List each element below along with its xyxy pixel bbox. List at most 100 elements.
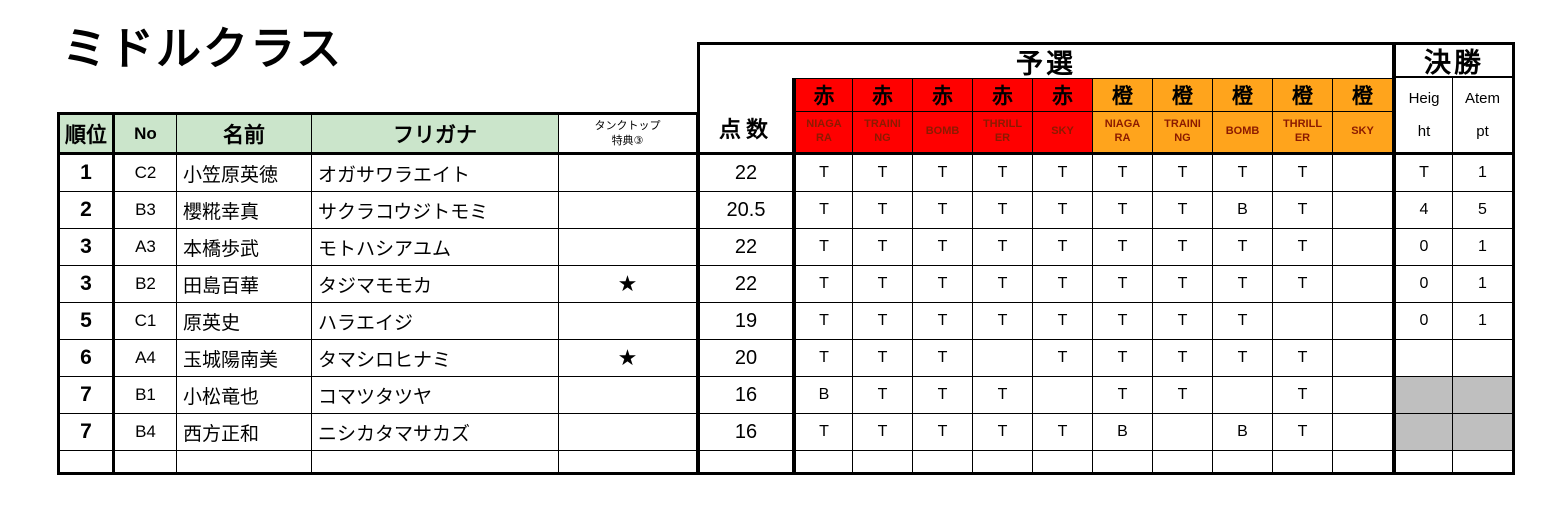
- cell-attempt: 5: [1453, 192, 1515, 229]
- header-orange-niagara: NIAGA RA: [1093, 112, 1153, 155]
- cell-orange-thriller: [1273, 303, 1333, 340]
- cell-red-thriller: T: [973, 192, 1033, 229]
- cell-score: 16: [697, 377, 793, 414]
- cell-score: 16: [697, 414, 793, 451]
- cell-red-bomb: T: [913, 192, 973, 229]
- cell-name: 櫻糀幸真: [177, 192, 312, 229]
- cell-height: 0: [1393, 266, 1453, 303]
- cell-red-thriller: [973, 451, 1033, 475]
- cell-red-training: [853, 451, 913, 475]
- cell-furigana: サクラコウジトモミ: [312, 192, 559, 229]
- header-orange: 橙: [1273, 78, 1333, 112]
- header-score: 点数: [697, 78, 793, 155]
- cell-orange-bomb: T: [1213, 155, 1273, 192]
- cell-red-niagara: T: [793, 340, 853, 377]
- cell-orange-training: [1153, 414, 1213, 451]
- cell-attempt: [1453, 414, 1515, 451]
- header-red-sky: SKY: [1033, 112, 1093, 155]
- cell-red-niagara: T: [793, 414, 853, 451]
- cell-furigana: モトハシアユム: [312, 229, 559, 266]
- cell-orange-thriller: [1273, 451, 1333, 475]
- cell-tanktop-star: [559, 377, 697, 414]
- results-table: 予選 決勝 点数 赤 赤 赤 赤 赤 橙 橙 橙 橙 橙 NIAGA RA TR…: [57, 42, 1515, 475]
- cell-no: A4: [115, 340, 177, 377]
- cell-no: A3: [115, 229, 177, 266]
- cell-no: C1: [115, 303, 177, 340]
- cell-no: B3: [115, 192, 177, 229]
- header-red: 赤: [853, 78, 913, 112]
- cell-no: [115, 451, 177, 475]
- cell-name: 小笠原英徳: [177, 155, 312, 192]
- header-red-niagara: NIAGA RA: [793, 112, 853, 155]
- cell-attempt: [1453, 340, 1515, 377]
- cell-orange-training: T: [1153, 155, 1213, 192]
- header-red: 赤: [913, 78, 973, 112]
- cell-orange-sky: [1333, 192, 1393, 229]
- cell-red-sky: T: [1033, 192, 1093, 229]
- cell-attempt: 1: [1453, 229, 1515, 266]
- cell-orange-thriller: T: [1273, 377, 1333, 414]
- cell-orange-thriller: T: [1273, 229, 1333, 266]
- header-orange-sky: SKY: [1333, 112, 1393, 155]
- cell-red-thriller: [973, 340, 1033, 377]
- header-red: 赤: [793, 78, 853, 112]
- cell-red-training: T: [853, 303, 913, 340]
- header-red: 赤: [973, 78, 1033, 112]
- cell-tanktop-star: [559, 451, 697, 475]
- header-red-bomb: BOMB: [913, 112, 973, 155]
- cell-orange-niagara: [1093, 451, 1153, 475]
- cell-score: 20.5: [697, 192, 793, 229]
- cell-red-niagara: T: [793, 192, 853, 229]
- cell-orange-niagara: B: [1093, 414, 1153, 451]
- cell-rank: 3: [57, 266, 115, 303]
- cell-red-training: T: [853, 340, 913, 377]
- cell-orange-sky: [1333, 303, 1393, 340]
- cell-orange-training: T: [1153, 266, 1213, 303]
- header-furigana: フリガナ: [312, 112, 559, 155]
- cell-red-bomb: T: [913, 377, 973, 414]
- cell-red-niagara: T: [793, 155, 853, 192]
- cell-red-niagara: T: [793, 303, 853, 340]
- cell-orange-niagara: T: [1093, 303, 1153, 340]
- cell-red-training: T: [853, 377, 913, 414]
- cell-red-sky: [1033, 377, 1093, 414]
- cell-tanktop-star: [559, 229, 697, 266]
- cell-orange-bomb: B: [1213, 192, 1273, 229]
- cell-furigana: [312, 451, 559, 475]
- cell-orange-sky: [1333, 451, 1393, 475]
- cell-orange-bomb: [1213, 377, 1273, 414]
- cell-orange-thriller: T: [1273, 340, 1333, 377]
- cell-attempt: [1453, 451, 1515, 475]
- cell-red-sky: T: [1033, 155, 1093, 192]
- cell-no: B4: [115, 414, 177, 451]
- cell-red-training: T: [853, 192, 913, 229]
- cell-height: 0: [1393, 303, 1453, 340]
- cell-rank: 2: [57, 192, 115, 229]
- cell-red-thriller: T: [973, 229, 1033, 266]
- header-orange-training: TRAINI NG: [1153, 112, 1213, 155]
- cell-score: [697, 451, 793, 475]
- cell-orange-sky: [1333, 229, 1393, 266]
- cell-score: 22: [697, 266, 793, 303]
- header-orange: 橙: [1153, 78, 1213, 112]
- header-red-thriller: THRILL ER: [973, 112, 1033, 155]
- header-red-training: TRAINI NG: [853, 112, 913, 155]
- cell-orange-niagara: T: [1093, 377, 1153, 414]
- cell-attempt: [1453, 377, 1515, 414]
- cell-red-training: T: [853, 155, 913, 192]
- cell-red-sky: T: [1033, 340, 1093, 377]
- cell-score: 22: [697, 229, 793, 266]
- cell-name: [177, 451, 312, 475]
- cell-rank: 7: [57, 377, 115, 414]
- cell-red-thriller: T: [973, 414, 1033, 451]
- cell-orange-sky: [1333, 377, 1393, 414]
- header-orange: 橙: [1333, 78, 1393, 112]
- cell-height: [1393, 377, 1453, 414]
- cell-orange-sky: [1333, 414, 1393, 451]
- cell-attempt: 1: [1453, 303, 1515, 340]
- cell-orange-niagara: T: [1093, 229, 1153, 266]
- header-orange: 橙: [1093, 78, 1153, 112]
- cell-rank: 3: [57, 229, 115, 266]
- cell-no: B2: [115, 266, 177, 303]
